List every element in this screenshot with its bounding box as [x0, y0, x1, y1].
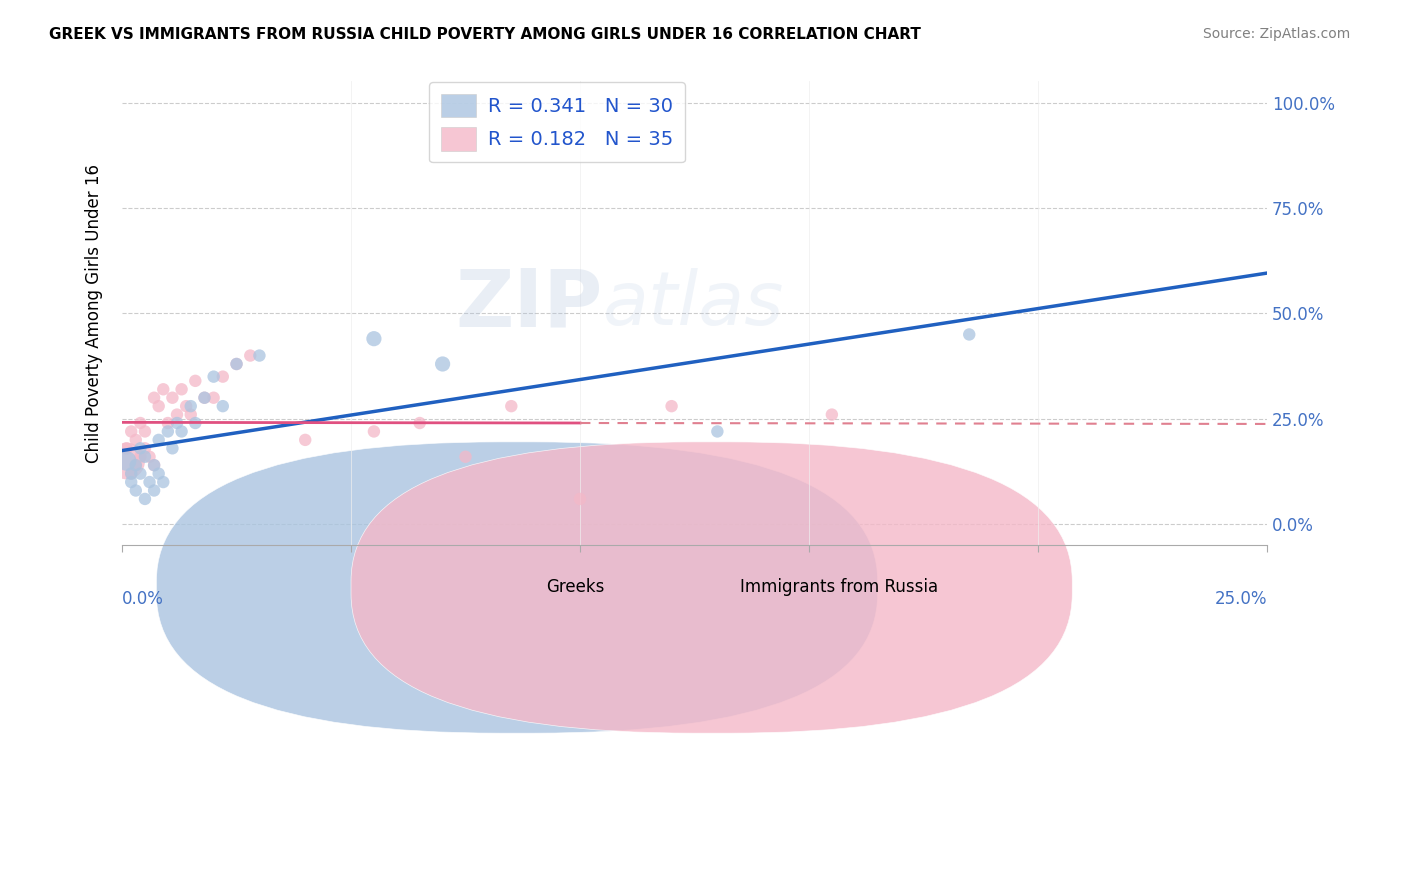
Point [225, 357, 247, 371]
Point [143, 458, 166, 473]
Point [152, 475, 174, 489]
Point [180, 399, 202, 413]
Point [661, 399, 683, 413]
Y-axis label: Child Poverty Among Girls Under 16: Child Poverty Among Girls Under 16 [86, 164, 103, 463]
Point [134, 425, 156, 439]
Legend: R = 0.341   N = 30, R = 0.182   N = 35: R = 0.341 N = 30, R = 0.182 N = 35 [429, 82, 685, 162]
Point [125, 433, 148, 447]
Point [170, 382, 193, 396]
Point [125, 458, 148, 473]
Point [211, 399, 233, 413]
Point [148, 399, 170, 413]
Point [143, 391, 166, 405]
Point [249, 349, 271, 363]
Text: GREEK VS IMMIGRANTS FROM RUSSIA CHILD POVERTY AMONG GIRLS UNDER 16 CORRELATION C: GREEK VS IMMIGRANTS FROM RUSSIA CHILD PO… [49, 27, 921, 42]
Text: 25.0%: 25.0% [1215, 590, 1267, 607]
Point [115, 442, 138, 456]
Point [134, 491, 156, 506]
Point [120, 467, 142, 481]
Text: atlas: atlas [603, 268, 785, 340]
Text: ZIP: ZIP [456, 265, 603, 343]
Point [569, 491, 592, 506]
Point [120, 425, 142, 439]
Point [143, 458, 166, 473]
Point [501, 399, 523, 413]
Point [957, 327, 980, 342]
Point [138, 475, 160, 489]
Point [125, 458, 148, 473]
Text: Greeks: Greeks [546, 578, 605, 596]
Point [202, 391, 225, 405]
Point [162, 391, 184, 405]
Point [162, 442, 184, 456]
Point [156, 425, 179, 439]
Point [211, 369, 233, 384]
Point [120, 475, 142, 489]
Point [129, 467, 152, 481]
Point [115, 454, 138, 468]
Point [129, 416, 152, 430]
Point [120, 467, 142, 481]
Text: Source: ZipAtlas.com: Source: ZipAtlas.com [1202, 27, 1350, 41]
Point [432, 357, 454, 371]
Point [134, 442, 156, 456]
Point [129, 450, 152, 464]
Point [239, 349, 262, 363]
Text: 0.0%: 0.0% [122, 590, 165, 607]
FancyBboxPatch shape [352, 442, 1073, 733]
Point [174, 399, 197, 413]
Point [138, 450, 160, 464]
Point [148, 467, 170, 481]
Point [454, 450, 477, 464]
Point [143, 483, 166, 498]
Point [134, 450, 156, 464]
Point [193, 391, 215, 405]
Point [152, 382, 174, 396]
Point [202, 369, 225, 384]
Point [125, 483, 148, 498]
Text: Immigrants from Russia: Immigrants from Russia [741, 578, 938, 596]
Point [156, 416, 179, 430]
Point [363, 332, 385, 346]
Point [180, 408, 202, 422]
Point [184, 374, 207, 388]
FancyBboxPatch shape [156, 442, 877, 733]
Point [193, 391, 215, 405]
Point [294, 433, 316, 447]
Point [706, 425, 728, 439]
Point [363, 425, 385, 439]
Point [821, 408, 844, 422]
Point [129, 442, 152, 456]
Point [166, 416, 188, 430]
Point [225, 357, 247, 371]
Point [184, 416, 207, 430]
Point [409, 416, 432, 430]
Point [148, 433, 170, 447]
Point [166, 408, 188, 422]
Point [170, 425, 193, 439]
Point [115, 454, 138, 468]
